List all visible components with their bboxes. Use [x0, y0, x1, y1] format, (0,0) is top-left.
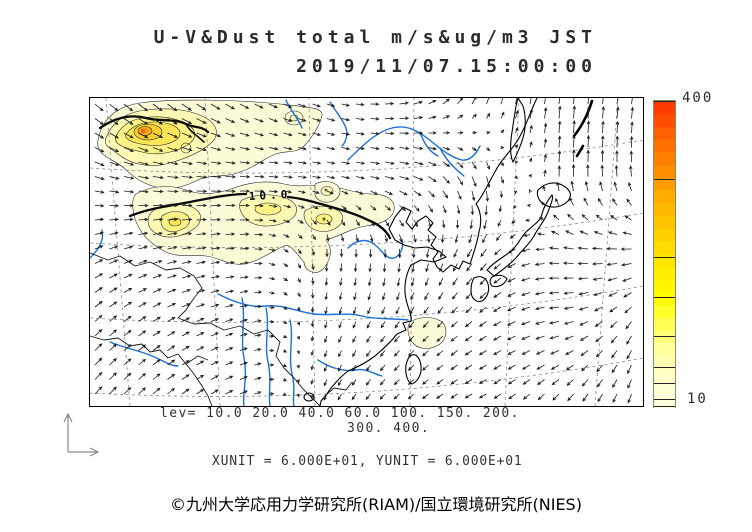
colorbar-segment: [654, 152, 675, 166]
colorbar-level-line: [654, 257, 675, 259]
axis-indicator-arrows: [63, 412, 100, 457]
map-frame: 10.0: [89, 97, 644, 407]
grid-unit-line: XUNIT = 6.000E+01, YUNIT = 6.000E+01: [212, 454, 523, 469]
colorbar-min-label: 10: [687, 391, 708, 407]
wind-vector-field: [94, 98, 635, 404]
rivers: [90, 99, 481, 406]
colorbar-segment: [654, 164, 675, 178]
colorbar-segment: [654, 356, 675, 370]
contour-levels-line2: 300. 400.: [347, 421, 431, 436]
colorbar-segment: [654, 139, 675, 153]
colorbar-max-label: 400: [682, 90, 714, 106]
chart-datetime: 2019/11/07.15:00:00: [296, 56, 597, 77]
colorbar-segment: [654, 203, 675, 217]
colorbar-segment: [654, 317, 675, 331]
colorbar-level-line: [654, 367, 675, 369]
colorbar-level-line: [654, 178, 675, 180]
concentration-colorbar: [653, 100, 676, 408]
colorbar-segment: [654, 177, 675, 191]
colorbar-segment: [654, 241, 675, 255]
colorbar-level-line: [654, 335, 675, 337]
colorbar-level-line: [654, 382, 675, 384]
colorbar-segment: [654, 292, 675, 306]
colorbar-segment: [654, 305, 675, 319]
colorbar-segment: [654, 113, 675, 127]
colorbar-segment: [654, 126, 675, 140]
colorbar-segment: [654, 190, 675, 204]
colorbar-level-line: [654, 398, 675, 400]
colorbar-segment: [654, 215, 675, 229]
contour-value-label: 10.0: [248, 188, 291, 203]
colorbar-segment: [654, 381, 675, 395]
colorbar-segment: [654, 254, 675, 268]
colorbar-level-line: [654, 406, 675, 407]
colorbar-segment: [654, 101, 675, 115]
latlon-graticule: [90, 98, 643, 406]
colorbar-level-line: [654, 101, 675, 102]
copyright-text: ©九州大学応用力学研究所(RIAM)/国立環境研究所(NIES): [170, 495, 582, 514]
colorbar-segment: [654, 279, 675, 293]
colorbar-segment: [654, 228, 675, 242]
bold-contour-lines: 10.0: [98, 115, 392, 240]
colorbar-segment: [654, 368, 675, 382]
coastlines: [90, 98, 594, 406]
chart-title: U-V&Dust total m/s&ug/m3 JST: [153, 27, 597, 48]
colorbar-segment: [654, 266, 675, 280]
dust-contour-fills: [97, 99, 447, 349]
wind-arrows: [94, 98, 635, 404]
east-asia-map: 10.0: [90, 98, 643, 406]
colorbar-level-line: [654, 296, 675, 298]
colorbar-segment: [654, 343, 675, 357]
y-axis-arrow: [63, 412, 73, 452]
colorbar-segment: [654, 330, 675, 344]
contour-levels-line1: lev= 10.0 20.0 40.0 60.0 100. 150. 200.: [160, 406, 520, 421]
x-axis-arrow: [68, 447, 100, 457]
colorbar-segment: [654, 394, 675, 408]
